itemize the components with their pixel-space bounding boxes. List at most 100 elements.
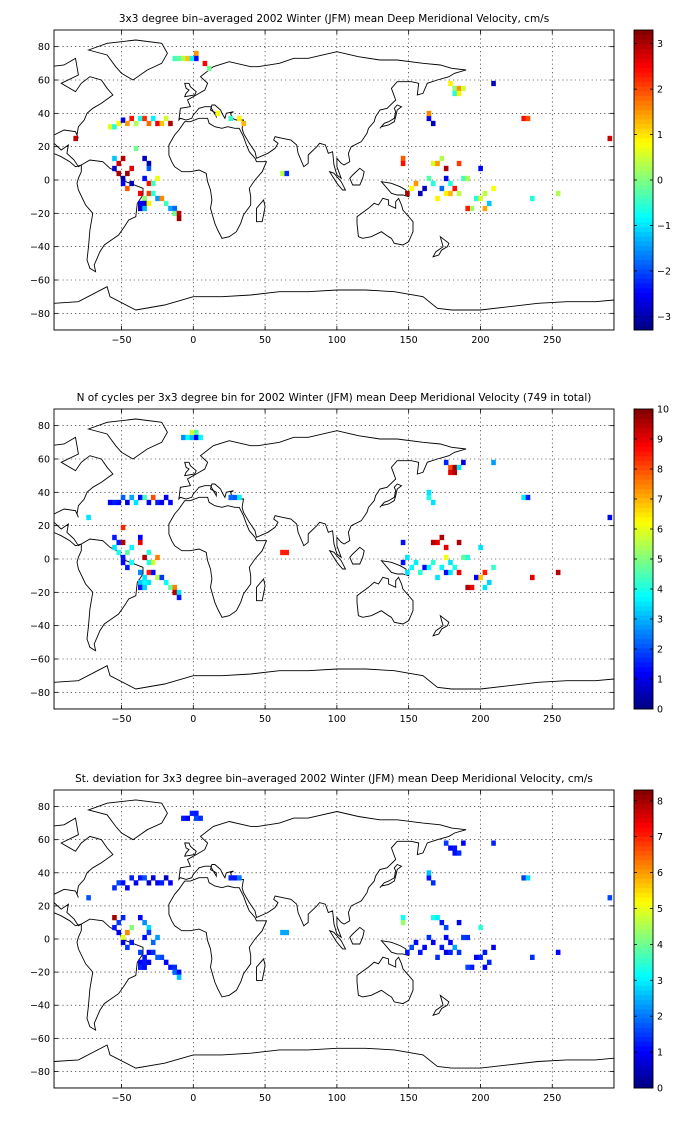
- bin-cell: [112, 165, 117, 172]
- bin-cell: [400, 539, 406, 546]
- bin-cell: [194, 815, 199, 821]
- bin-cell: [478, 544, 483, 551]
- bin-cell: [150, 949, 156, 956]
- bin-cell: [120, 554, 126, 561]
- bin-cell: [194, 55, 199, 62]
- x-tick-label: 250: [543, 335, 561, 346]
- bin-cell: [456, 569, 462, 576]
- bin-cell: [452, 90, 458, 97]
- bin-cell: [142, 579, 147, 586]
- bin-cell: [155, 954, 160, 960]
- bin-cell: [426, 115, 432, 122]
- bin-cell: [491, 80, 496, 87]
- bin-cell: [452, 185, 458, 192]
- bin-cell: [607, 514, 613, 521]
- bin-cell: [465, 964, 470, 970]
- bin-cell: [112, 885, 117, 891]
- bin-cell: [418, 569, 423, 576]
- bin-cell: [400, 160, 406, 167]
- bin-cell: [116, 499, 122, 506]
- bin-cell: [112, 544, 117, 551]
- map-panel-1: 3x3 degree bin–averaged 2002 Winter (JFM…: [30, 13, 671, 346]
- bin-cell: [146, 120, 152, 127]
- bin-cell: [146, 880, 152, 886]
- bin-cell: [194, 429, 199, 436]
- bin-cell: [435, 574, 440, 581]
- y-tick-label: −40: [30, 621, 50, 632]
- bin-cell: [456, 919, 462, 926]
- y-tick-label: 40: [38, 488, 50, 499]
- bin-cell: [448, 190, 453, 197]
- bin-cell: [133, 120, 139, 127]
- bin-cell: [439, 534, 445, 541]
- bin-cell: [405, 949, 410, 956]
- bin-cell: [435, 539, 440, 546]
- bin-cell: [405, 554, 410, 561]
- x-tick-label: 0: [190, 1093, 196, 1104]
- x-tick-label: 50: [259, 335, 271, 346]
- bin-cell: [138, 584, 143, 591]
- bin-cell: [168, 880, 173, 886]
- y-tick-label: 0: [44, 935, 50, 946]
- bin-cell: [430, 559, 436, 566]
- bin-cell: [138, 914, 143, 921]
- bin-cell: [125, 170, 130, 177]
- colorbar-tick-label: 0: [657, 705, 663, 716]
- bin-cell: [189, 434, 195, 441]
- bin-cell: [172, 55, 178, 62]
- bin-cell: [443, 544, 449, 551]
- bin-cell: [138, 949, 143, 956]
- bin-cell: [456, 85, 462, 92]
- y-tick-label: −60: [30, 276, 50, 287]
- bin-cell: [142, 175, 147, 182]
- bin-cell: [146, 959, 152, 965]
- bin-cell: [530, 195, 535, 202]
- bin-cell: [176, 969, 182, 975]
- bin-cell: [456, 90, 462, 97]
- bin-cell: [176, 210, 182, 217]
- bin-cell: [448, 569, 453, 576]
- colorbar-tick-label: 8: [657, 796, 663, 807]
- bin-cell: [194, 434, 199, 441]
- bin-cell: [163, 875, 169, 881]
- bin-cell: [482, 584, 488, 591]
- colorbar-tick-label: 7: [657, 495, 663, 506]
- bin-cell: [486, 579, 492, 586]
- bin-cell: [142, 195, 147, 202]
- bin-cell: [555, 190, 561, 197]
- bin-cell: [129, 544, 134, 551]
- x-tick-label: −50: [111, 335, 131, 346]
- bin-cell: [168, 584, 173, 591]
- bin-cell: [116, 549, 122, 556]
- bin-cell: [443, 924, 449, 931]
- bin-cell: [189, 810, 195, 816]
- bin-cell: [150, 559, 156, 566]
- bin-cell: [448, 180, 453, 187]
- y-tick-label: 80: [38, 802, 50, 813]
- colorbar-tick-label: 5: [657, 555, 663, 566]
- bin-cell: [146, 559, 152, 566]
- bin-cell: [185, 55, 190, 62]
- bin-cell: [474, 574, 479, 581]
- bin-cell: [474, 954, 479, 960]
- bin-cell: [486, 959, 492, 965]
- bin-cell: [413, 559, 419, 566]
- bin-cell: [176, 974, 182, 980]
- bin-cell: [125, 549, 130, 556]
- bin-cell: [452, 944, 458, 951]
- bin-cell: [120, 175, 126, 182]
- bin-cell: [159, 954, 165, 960]
- bin-cell: [138, 494, 143, 501]
- bin-cell: [409, 944, 414, 951]
- coastlines: [54, 799, 614, 1088]
- data-cells: [86, 429, 613, 601]
- bin-cell: [120, 939, 126, 946]
- bin-cell: [443, 190, 449, 197]
- bin-cell: [400, 919, 406, 926]
- bin-cell: [452, 469, 458, 476]
- bin-cell: [116, 160, 122, 167]
- bin-cell: [280, 549, 285, 556]
- colorbar-tick-label: 3: [657, 976, 663, 987]
- bin-cell: [452, 564, 458, 571]
- data-cells: [73, 50, 613, 222]
